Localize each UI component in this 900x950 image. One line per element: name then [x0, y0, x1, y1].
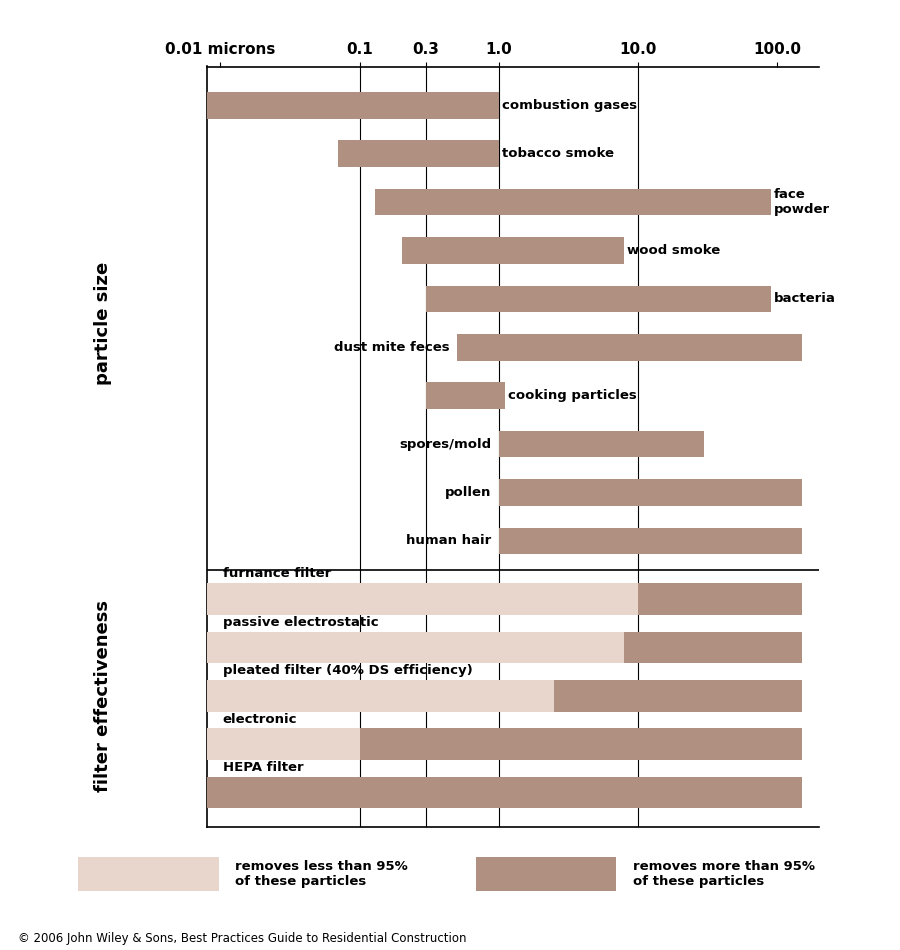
Bar [148, 729, 360, 760]
Bar [554, 680, 802, 712]
Bar [360, 729, 802, 760]
Bar [148, 632, 625, 663]
Bar [499, 527, 802, 554]
Text: pollen: pollen [445, 486, 491, 499]
Bar [457, 334, 802, 361]
Bar [375, 189, 770, 216]
Bar [401, 238, 625, 264]
Text: combustion gases: combustion gases [501, 99, 637, 112]
Bar [638, 583, 802, 615]
Text: spores/mold: spores/mold [399, 438, 491, 450]
Text: wood smoke: wood smoke [627, 244, 721, 256]
Bar [625, 632, 802, 663]
Text: pleated filter (40% DS efficiency): pleated filter (40% DS efficiency) [223, 664, 472, 677]
Bar [426, 286, 770, 313]
Text: cooking particles: cooking particles [508, 390, 636, 402]
Text: removes less than 95%
of these particles: removes less than 95% of these particles [236, 860, 409, 888]
Text: tobacco smoke: tobacco smoke [501, 147, 614, 161]
Bar [148, 680, 554, 712]
Text: HEPA filter: HEPA filter [223, 761, 303, 774]
Text: © 2006 John Wiley & Sons, Best Practices Guide to Residential Construction: © 2006 John Wiley & Sons, Best Practices… [18, 932, 466, 945]
Text: human hair: human hair [406, 535, 491, 547]
Text: electronic: electronic [223, 712, 297, 726]
Text: removes more than 95%
of these particles: removes more than 95% of these particles [633, 860, 814, 888]
Bar [499, 430, 705, 457]
Text: passive electrostatic: passive electrostatic [223, 616, 379, 629]
Bar [338, 141, 499, 167]
Bar [475, 857, 616, 891]
Text: filter effectiveness: filter effectiveness [94, 599, 112, 791]
Text: particle size: particle size [94, 261, 112, 385]
Text: dust mite feces: dust mite feces [334, 341, 449, 353]
Text: furnance filter: furnance filter [223, 567, 331, 580]
Bar [499, 479, 802, 505]
Bar [148, 583, 638, 615]
Bar [148, 92, 499, 119]
Bar [426, 382, 505, 409]
Bar [78, 857, 219, 891]
Bar [148, 777, 802, 808]
Text: face
powder: face powder [774, 188, 830, 216]
Text: bacteria: bacteria [774, 293, 835, 305]
